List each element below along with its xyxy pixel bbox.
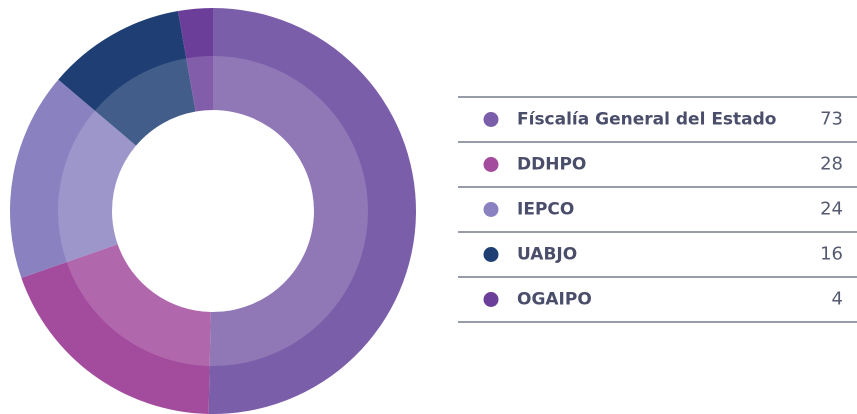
slice <box>208 8 416 414</box>
legend-label: OGAIPO <box>517 290 592 310</box>
legend-dot <box>483 202 499 217</box>
legend: Físcalía General del Estado 73 DDHPO 28 IEPC… <box>458 96 857 323</box>
slice <box>177 8 213 112</box>
slice <box>10 79 137 278</box>
legend-label: DDHPO <box>517 155 586 175</box>
legend-dot <box>483 247 499 262</box>
legend-label: Físcalía General del Estado <box>517 110 777 130</box>
donut <box>10 8 416 414</box>
legend-dot <box>483 157 499 172</box>
legend-value: 16 <box>820 244 843 265</box>
legend-value: 24 <box>820 199 843 220</box>
legend-label: IEPCO <box>517 200 574 220</box>
legend-dot <box>483 112 499 127</box>
legend-value: 28 <box>820 154 843 175</box>
legend-label: UABJO <box>517 245 577 265</box>
inner-ring-highlight <box>58 56 368 366</box>
legend-value: 4 <box>832 289 843 310</box>
legend-value: 73 <box>820 109 843 130</box>
slice <box>21 244 211 414</box>
slice <box>58 11 196 146</box>
legend-dot <box>483 292 499 307</box>
